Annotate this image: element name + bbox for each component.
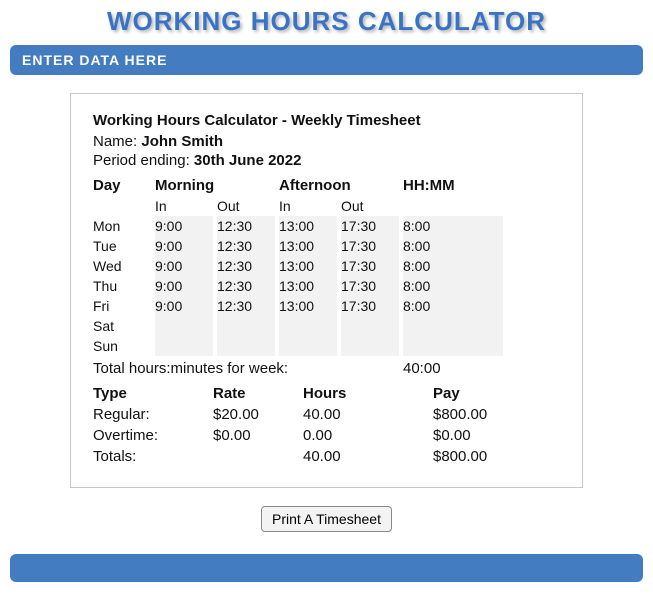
page-title: WORKING HOURS CALCULATOR: [0, 0, 653, 45]
a-out-cell: 17:30: [341, 216, 399, 236]
hhmm-cell: [403, 316, 503, 336]
m-out-cell: [217, 336, 275, 356]
a-out-cell: 17:30: [341, 256, 399, 276]
period-value: 30th June 2022: [194, 152, 302, 169]
enter-data-banner: ENTER DATA HERE: [10, 45, 643, 75]
a-in-cell: [279, 336, 337, 356]
day-cell: Wed: [93, 256, 151, 276]
total-label: Total hours:minutes for week:: [93, 356, 399, 379]
pay-hdr-hours: Hours: [303, 383, 433, 404]
day-cell: Sun: [93, 336, 151, 356]
pay-hours: 0.00: [303, 425, 433, 446]
pay-type: Regular:: [93, 404, 213, 425]
a-out-cell: 17:30: [341, 276, 399, 296]
pay-pay: $0.00: [433, 425, 553, 446]
pay-rate: [213, 446, 303, 467]
a-out-cell: 17:30: [341, 296, 399, 316]
sub-m-in: In: [155, 196, 213, 216]
a-out-cell: 17:30: [341, 236, 399, 256]
m-in-cell: [155, 316, 213, 336]
m-in-cell: 9:00: [155, 276, 213, 296]
m-in-cell: 9:00: [155, 256, 213, 276]
m-in-cell: [155, 336, 213, 356]
a-in-cell: 13:00: [279, 236, 337, 256]
a-in-cell: 13:00: [279, 276, 337, 296]
m-in-cell: 9:00: [155, 236, 213, 256]
pay-pay: $800.00: [433, 446, 553, 467]
m-out-cell: 12:30: [217, 236, 275, 256]
a-in-cell: 13:00: [279, 296, 337, 316]
m-in-cell: 9:00: [155, 216, 213, 236]
name-row: Name: John Smith: [93, 133, 560, 150]
hhmm-cell: 8:00: [403, 276, 503, 296]
footer-bar: [10, 554, 643, 582]
sub-m-out: Out: [217, 196, 275, 216]
timesheet-grid: Day Morning Afternoon HH:MM In Out In Ou…: [93, 175, 560, 379]
timesheet-card: Working Hours Calculator - Weekly Timesh…: [70, 93, 583, 488]
hhmm-cell: 8:00: [403, 216, 503, 236]
pay-hdr-rate: Rate: [213, 383, 303, 404]
day-cell: Mon: [93, 216, 151, 236]
hhmm-cell: [403, 336, 503, 356]
pay-hdr-type: Type: [93, 383, 213, 404]
pay-hours: 40.00: [303, 404, 433, 425]
timesheet-title: Working Hours Calculator - Weekly Timesh…: [93, 112, 560, 129]
m-out-cell: 12:30: [217, 296, 275, 316]
pay-pay: $800.00: [433, 404, 553, 425]
day-cell: Sat: [93, 316, 151, 336]
pay-grid: Type Rate Hours Pay Regular: $20.00 40.0…: [93, 383, 560, 467]
m-out-cell: [217, 316, 275, 336]
print-timesheet-button[interactable]: Print A Timesheet: [261, 506, 392, 532]
hdr-hhmm: HH:MM: [403, 175, 503, 196]
pay-rate: $20.00: [213, 404, 303, 425]
hhmm-cell: 8:00: [403, 296, 503, 316]
day-cell: Thu: [93, 276, 151, 296]
pay-type: Totals:: [93, 446, 213, 467]
hdr-morning: Morning: [155, 175, 275, 196]
hhmm-cell: 8:00: [403, 236, 503, 256]
pay-rate: $0.00: [213, 425, 303, 446]
hdr-day: Day: [93, 175, 151, 196]
total-value: 40:00: [403, 356, 503, 379]
m-out-cell: 12:30: [217, 256, 275, 276]
sub-a-in: In: [279, 196, 337, 216]
sub-blank: [93, 196, 151, 216]
name-value: John Smith: [141, 133, 223, 150]
a-in-cell: 13:00: [279, 256, 337, 276]
name-label: Name:: [93, 133, 141, 150]
a-out-cell: [341, 316, 399, 336]
m-out-cell: 12:30: [217, 216, 275, 236]
day-cell: Fri: [93, 296, 151, 316]
a-in-cell: 13:00: [279, 216, 337, 236]
print-button-wrap: Print A Timesheet: [0, 506, 653, 532]
hdr-afternoon: Afternoon: [279, 175, 399, 196]
period-label: Period ending:: [93, 152, 194, 169]
period-row: Period ending: 30th June 2022: [93, 152, 560, 169]
pay-type: Overtime:: [93, 425, 213, 446]
pay-hdr-pay: Pay: [433, 383, 553, 404]
m-out-cell: 12:30: [217, 276, 275, 296]
day-cell: Tue: [93, 236, 151, 256]
sub-a-out: Out: [341, 196, 399, 216]
pay-hours: 40.00: [303, 446, 433, 467]
a-in-cell: [279, 316, 337, 336]
hhmm-cell: 8:00: [403, 256, 503, 276]
a-out-cell: [341, 336, 399, 356]
m-in-cell: 9:00: [155, 296, 213, 316]
sub-hhmm-blank: [403, 196, 503, 216]
